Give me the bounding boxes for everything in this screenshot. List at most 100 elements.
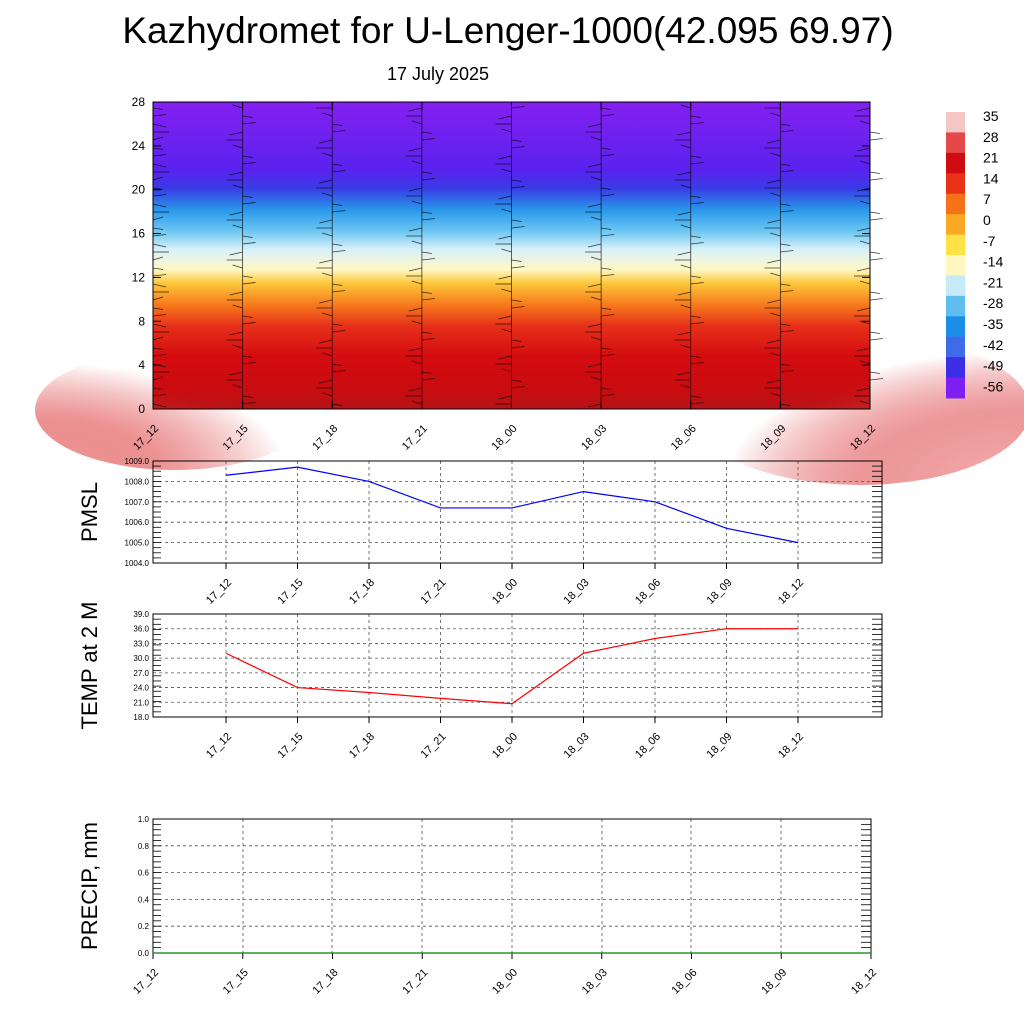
wind-barb	[601, 114, 615, 117]
wind-barb	[767, 219, 781, 224]
wind-barb	[332, 330, 346, 333]
wind-barb	[408, 107, 422, 112]
y-tick-label: 0.4	[138, 895, 150, 904]
wind-barb	[332, 363, 343, 366]
wind-barb	[601, 107, 612, 110]
wind-barb	[869, 178, 884, 181]
y-tick-label: 36.0	[133, 625, 149, 634]
wind-barb	[421, 251, 432, 254]
y-tick-label: 0.2	[138, 922, 150, 931]
wind-barb	[869, 251, 881, 254]
x-tick-label: 17_18	[347, 731, 377, 761]
x-tick-label: 18_09	[705, 731, 735, 761]
wind-barb	[780, 403, 791, 406]
wind-barb	[780, 130, 794, 133]
y-tick-label: 1007.0	[125, 498, 150, 507]
wind-barb	[601, 267, 612, 270]
wind-barb	[780, 330, 794, 333]
wind-barb	[152, 147, 164, 150]
wind-barb	[319, 139, 333, 144]
wind-barb	[601, 314, 615, 317]
wind-barb	[767, 379, 781, 384]
wind-barb	[411, 360, 422, 365]
wind-barb	[690, 275, 701, 278]
wind-barb	[859, 320, 871, 325]
wind-barb	[690, 355, 701, 358]
wind-barb	[601, 274, 615, 277]
wind-barb	[229, 331, 243, 336]
colorbar-swatch	[946, 173, 965, 195]
wind-barb	[770, 232, 781, 237]
wind-barb	[501, 248, 512, 253]
x-tick-label: 18_03	[580, 967, 610, 997]
x-tick-label: 17_15	[276, 731, 306, 761]
wind-barb	[680, 224, 691, 229]
wind-barb	[680, 304, 691, 309]
wind-barb	[152, 203, 167, 208]
wind-barb	[332, 403, 343, 406]
wind-barb	[677, 251, 691, 256]
x-tick-label: 18_12	[776, 731, 806, 761]
wind-barb	[591, 296, 602, 301]
colorbar-label: -42	[983, 337, 1003, 353]
wind-barb	[322, 272, 333, 277]
wind-barb	[591, 256, 602, 261]
wind-barb	[152, 403, 167, 408]
wind-barb	[690, 202, 704, 205]
wind-barb	[242, 402, 256, 405]
wind-barb	[859, 280, 871, 285]
wind-barb	[591, 336, 602, 341]
wind-barb	[242, 322, 256, 325]
wind-barb	[152, 354, 167, 357]
y-tick-label: 1008.0	[125, 477, 150, 486]
wind-barb	[322, 152, 333, 157]
wind-barb	[511, 139, 522, 142]
wind-barb	[421, 338, 435, 341]
colorbar-swatch	[946, 132, 965, 154]
wind-barb	[767, 139, 781, 144]
wind-barb	[680, 344, 691, 349]
wind-barb	[498, 115, 512, 120]
colorbar-swatch	[946, 275, 965, 297]
wind-barb	[869, 371, 881, 374]
x-tick-label: 18_03	[562, 731, 592, 761]
y-tick-label: 1.0	[138, 815, 150, 824]
y-tick-label: 0.8	[138, 842, 150, 851]
wind-barb	[421, 258, 435, 261]
wind-barb	[511, 386, 525, 389]
wind-barb	[421, 218, 435, 221]
wind-barb	[511, 179, 522, 182]
wind-barb	[588, 123, 602, 128]
cs-x-tick-label: 17_18	[310, 423, 340, 453]
wind-barb	[332, 323, 343, 326]
wind-barb	[332, 243, 343, 246]
wind-barb	[232, 384, 243, 389]
wind-barb	[408, 227, 422, 232]
panel-frame	[152, 460, 883, 564]
wind-barb	[780, 370, 794, 373]
wind-barb	[242, 395, 253, 398]
wind-barb	[680, 384, 691, 389]
y-tick-label: 0.6	[138, 869, 150, 878]
wind-barb	[690, 155, 701, 158]
wind-barb	[501, 208, 512, 213]
wind-barb	[319, 259, 333, 264]
wind-barb	[152, 274, 167, 277]
wind-barb	[319, 179, 333, 184]
wind-barb	[152, 256, 164, 261]
wind-barb	[152, 314, 167, 317]
wind-barb	[511, 146, 525, 149]
wind-barb	[421, 171, 432, 174]
wind-barb	[319, 299, 333, 304]
wind-barb	[152, 187, 164, 190]
cs-y-tick-label: 28	[132, 95, 146, 109]
wind-barb	[591, 376, 602, 381]
wind-barb	[601, 394, 615, 397]
wind-barb	[421, 291, 432, 294]
precip-ylabel: PRECIP, mm	[77, 822, 102, 950]
colorbar-label: -14	[983, 254, 1003, 270]
y-tick-label: 1004.0	[125, 559, 150, 568]
wind-barbs	[152, 102, 884, 409]
temp2m-ylabel: TEMP at 2 M	[77, 602, 102, 730]
wind-barb	[242, 355, 253, 358]
